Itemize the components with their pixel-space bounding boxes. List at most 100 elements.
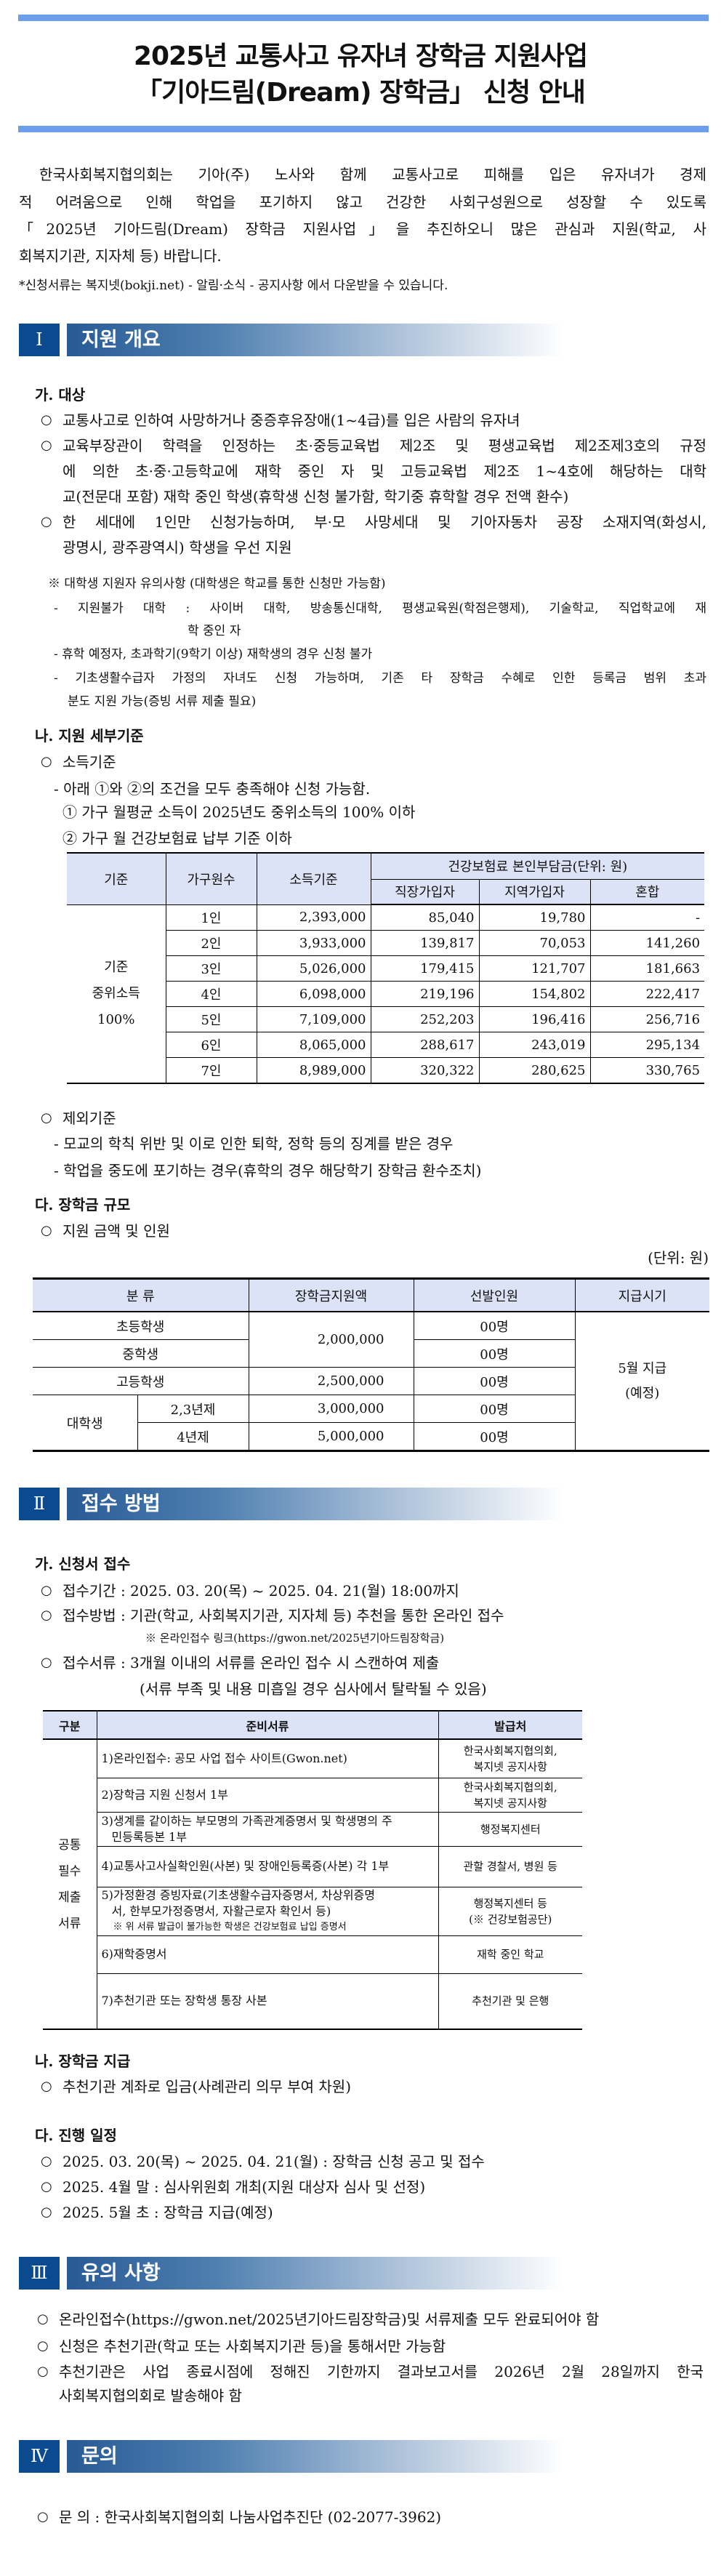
col-header-insurance: 건강보험료 본인부담금(단위: 원) — [370, 852, 705, 880]
category-high: 고등학생 — [33, 1367, 249, 1395]
section-gradient-bar — [67, 1488, 563, 1520]
intro-line: 적 어려움으로 인해 학업을 포기하지 않고 건강한 사회구성원으로 성장할 수… — [19, 193, 706, 211]
bullet-icon: ○ — [37, 2509, 49, 2524]
bullet-icon: ○ — [41, 2204, 52, 2220]
group-line: 필수 — [58, 1863, 81, 1879]
col-header-group: 구분 — [43, 1710, 97, 1740]
timing-line: (예정) — [625, 1385, 660, 1401]
table-row: 대학생 2,3년제 3,000,000 00명 — [33, 1395, 709, 1451]
amount-cell: 3,000,000 — [248, 1395, 414, 1423]
category-middle: 중학생 — [33, 1339, 249, 1368]
employee-cell: 139,817 — [370, 930, 480, 956]
exclusion-item: - 학업을 중도에 포기하는 경우(휴학의 경우 해당학기 장학금 환수조치) — [54, 1162, 482, 1179]
target-item: 교통사고로 인하여 사망하거나 중증후유장애(1~4급)를 입은 사람의 유자녀 — [63, 412, 520, 429]
section-number: Ⅱ — [19, 1488, 60, 1520]
intro-line: 회복지기관, 지자체 등) 바랍니다. — [19, 247, 222, 265]
note-item: 온라인접수(https://gwon.net/2025년기아드림장학금)및 서류… — [59, 2311, 600, 2328]
count-cell: 00명 — [413, 1395, 575, 1423]
page-title-line2: 「기아드림(Dream) 장학금」 신청 안내 — [136, 78, 586, 108]
regional-cell: 243,019 — [478, 1032, 591, 1058]
category-college: 대학생 — [33, 1395, 138, 1451]
bullet-icon: ○ — [41, 2179, 52, 2194]
employee-cell: 219,196 — [370, 981, 480, 1007]
receipt-heading: 가. 신청서 접수 — [35, 1555, 131, 1573]
college-note-item: - 지원불가 대학 : 사이버 대학, 방송통신대학, 평생교육원(학점은행제)… — [54, 601, 706, 616]
section-header-overview: Ⅰ 지원 개요 — [19, 324, 709, 356]
regional-cell: 70,053 — [478, 930, 591, 956]
basis-line: 기준 — [104, 959, 129, 975]
issuer-cell: 행정복지센터 — [438, 1811, 582, 1847]
table-row: 6인 8,065,000 288,617 243,019 295,134 — [67, 1032, 705, 1058]
issuer-cell: 재학 중인 학교 — [438, 1935, 582, 1974]
required-documents-table: 구분 준비서류 발급처 공통 필수 제출 서류 1)온라인접수: 공모 사업 접… — [43, 1710, 582, 2030]
table-row: 4인 6,098,000 219,196 154,802 222,417 — [67, 981, 705, 1007]
col-header-income: 소득기준 — [256, 852, 371, 905]
table-row: 5)가정환경 증빙자료(기초생활수급자증명서, 차상위증명 서, 한부모가정증명서… — [43, 1886, 582, 1936]
scholarship-scale-table: 분 류 장학금지원액 선발인원 지급시기 초등학생 2,000,000 00명 … — [33, 1277, 709, 1452]
category-college-2-3: 2,3년제 — [137, 1395, 249, 1423]
college-note-item: - 휴학 예정자, 초과학기(9학기 이상) 재학생의 경우 신청 불가 — [54, 647, 373, 662]
section-gradient-bar — [67, 2257, 563, 2290]
page-title-line1: 2025년 교통사고 유자녀 장학금 지원사업 — [133, 41, 588, 71]
doc-note: ※ 위 서류 발급이 불가능한 학생은 건강보험료 납입 증명서 — [113, 1921, 347, 1933]
section-header-contact: Ⅳ 문의 — [19, 2440, 709, 2473]
amount-cell: 5,000,000 — [248, 1422, 414, 1451]
bullet-icon: ○ — [41, 2079, 52, 2094]
schedule-item: 2025. 4월 말 : 심사위원회 개최(지원 대상자 심사 및 선정) — [63, 2178, 426, 2196]
table-row: 공통 필수 제출 서류 1)온라인접수: 공모 사업 접수 사이트(Gwon.n… — [43, 1738, 582, 2030]
title-accent-bar — [18, 126, 709, 132]
table-row: 2인 3,933,000 139,817 70,053 141,260 — [67, 930, 705, 956]
section-header-application: Ⅱ 접수 방법 — [19, 1488, 709, 1520]
table-row: 초등학생 2,000,000 00명 5월 지급 (예정) — [33, 1311, 709, 1451]
income-cell: 8,989,000 — [256, 1057, 371, 1084]
doc-cell: 3)생계를 같이하는 부모명의 가족관계증명서 및 학생명의 주 민등록등본 1부 — [97, 1811, 439, 1847]
regional-cell: 154,802 — [478, 981, 591, 1007]
income-cell: 2,393,000 — [256, 904, 371, 931]
col-header-issuer: 발급처 — [438, 1710, 582, 1740]
receipt-documents: 접수서류 : 3개월 이내의 서류를 온라인 접수 시 스캔하여 제출 — [63, 1654, 440, 1672]
section-title: 지원 개요 — [81, 329, 161, 351]
count-cell: 00명 — [413, 1422, 575, 1451]
household-cell: 1인 — [165, 904, 257, 931]
bullet-icon: ○ — [41, 1608, 52, 1623]
regional-cell: 121,707 — [478, 955, 591, 982]
col-header-count: 선발인원 — [413, 1278, 576, 1312]
table-row: 4년제 5,000,000 00명 — [33, 1422, 709, 1451]
section-number: Ⅰ — [19, 324, 60, 356]
bullet-icon: ○ — [41, 1583, 52, 1598]
target-item-cont: 에 의한 초·중·고등학교에 재학 중인 자 및 고등교육법 제2조 1~4호에… — [63, 462, 706, 480]
target-heading: 가. 대상 — [35, 386, 86, 404]
doc-cell: 1)온라인접수: 공모 사업 접수 사이트(Gwon.net) — [96, 1738, 439, 1778]
college-note-item-cont: 분도 지원 가능(증빙 서류 제출 필요) — [68, 694, 257, 709]
mixed-cell: 181,663 — [589, 955, 705, 982]
group-cell: 공통 필수 제출 서류 — [43, 1738, 97, 2030]
mixed-cell: - — [589, 904, 705, 931]
basis-cell: 기준 중위소득 100% — [67, 904, 166, 1084]
table-row: 5인 7,109,000 252,203 196,416 256,716 — [67, 1006, 705, 1032]
note-item: 신청은 추천기관(학교 또는 사회복지기관 등)을 통해서만 가능함 — [59, 2338, 446, 2355]
basis-line: 중위소득 — [92, 985, 140, 1001]
table-row: 4)교통사고사실확인원(사본) 및 장애인등록증(사본) 각 1부 관할 경찰서… — [43, 1845, 582, 1887]
note-item: 추천기관은 사업 종료시점에 정해진 기한까지 결과보고서를 2026년 2월 … — [59, 2363, 704, 2380]
section-number: Ⅲ — [19, 2257, 60, 2290]
bullet-icon: ○ — [37, 2338, 49, 2354]
intro-footnote: *신청서류는 복지넷(bokji.net) - 알림·소식 - 공지사항 에서 … — [19, 278, 448, 293]
category-elementary: 초등학생 — [33, 1311, 249, 1340]
schedule-item: 2025. 03. 20(목) ~ 2025. 04. 21(월) : 장학금 … — [63, 2153, 485, 2170]
online-link-note[interactable]: ※ 온라인접수 링크(https://gwon.net/2025년기아드림장학금… — [145, 1632, 445, 1645]
count-cell: 00명 — [413, 1311, 576, 1340]
note-item-cont: 사회복지협의회로 발송해야 함 — [59, 2387, 242, 2404]
schedule-heading: 다. 진행 일정 — [35, 2127, 117, 2144]
table-row: 6)재학증명서 재학 중인 학교 — [43, 1935, 582, 1974]
exclusion-label: 제외기준 — [63, 1110, 116, 1127]
employee-cell: 85,040 — [370, 904, 480, 931]
household-cell: 3인 — [166, 955, 257, 982]
section-gradient-bar — [67, 324, 563, 356]
target-item-cont: 교(전문대 포함) 재학 중인 학생(휴학생 신청 불가함, 학기중 휴학할 경… — [63, 488, 569, 505]
amount-cell: 2,500,000 — [248, 1367, 414, 1395]
doc-cell: 5)가정환경 증빙자료(기초생활수급자증명서, 차상위증명 서, 한부모가정증명서… — [97, 1886, 439, 1936]
contact-info: 문 의 : 한국사회복지협의회 나눔사업추진단 (02-2077-3962) — [59, 2508, 442, 2526]
doc-cell: 2)장학금 지원 신청서 1부 — [97, 1777, 439, 1813]
section-title: 유의 사항 — [81, 2262, 161, 2284]
